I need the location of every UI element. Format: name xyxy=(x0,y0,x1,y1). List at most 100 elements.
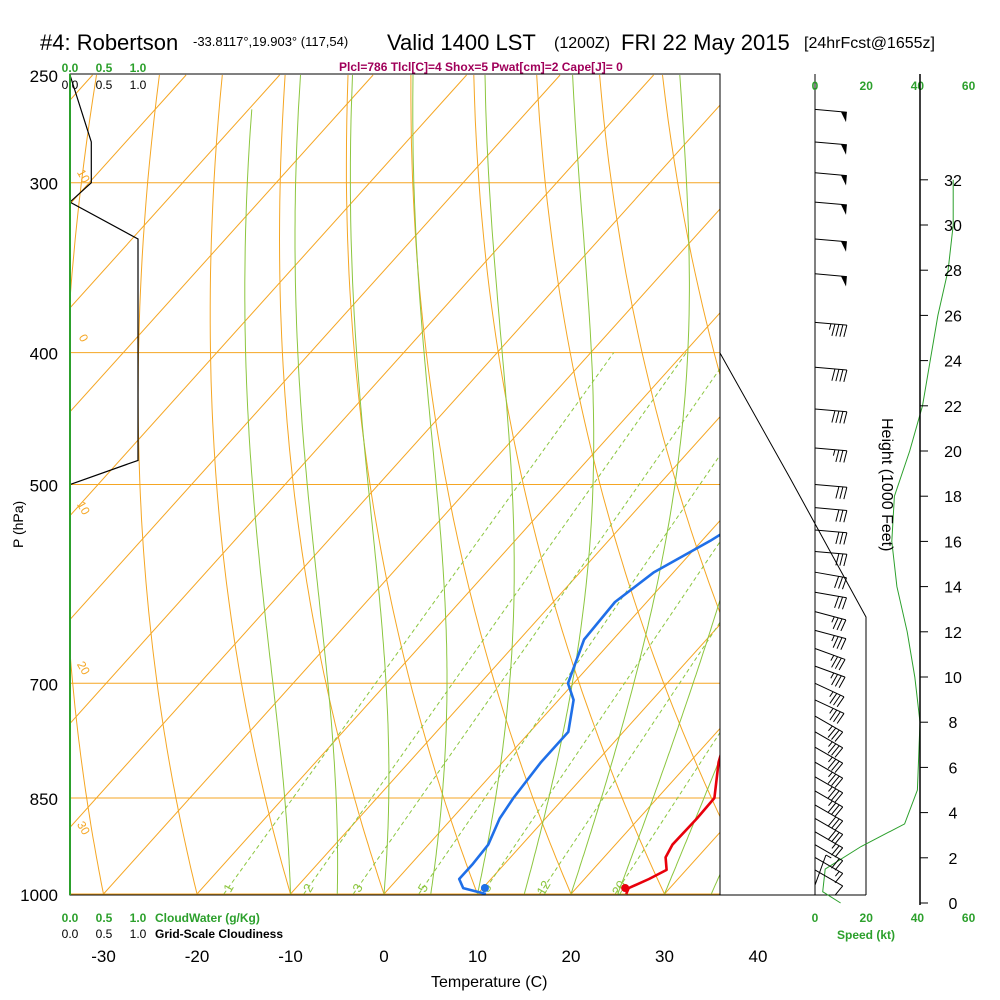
temperature-tick-label: 0 xyxy=(379,947,388,966)
height-tick-label: 12 xyxy=(944,625,962,642)
speed-tick-top: 0 xyxy=(812,79,819,93)
mixing-ratio-label: 3 xyxy=(349,881,366,895)
wind-barb-flag xyxy=(840,619,847,632)
wind-barb-flag xyxy=(835,324,840,337)
wind-barb-flag xyxy=(831,818,840,829)
wind-barb xyxy=(814,854,832,886)
speed-tick-bottom: 20 xyxy=(860,911,874,925)
wind-barb-flag xyxy=(834,860,844,871)
wind-barb-flag xyxy=(834,731,844,742)
wind-barb-halfflag xyxy=(832,449,836,456)
wind-barb-shaft xyxy=(814,746,843,764)
wind-barb-flag xyxy=(843,510,848,523)
wind-barb-flag xyxy=(836,637,843,649)
wind-barb-shaft xyxy=(814,201,847,206)
moist-adiabat xyxy=(617,598,720,895)
dry-adiabat xyxy=(137,74,198,895)
isotherm-line xyxy=(70,74,467,517)
wind-barb-shaft xyxy=(814,844,843,862)
wind-barb-halfflag xyxy=(828,725,833,732)
surface-temperature-dot xyxy=(621,884,630,892)
wind-barb-shaft xyxy=(814,854,827,886)
height-tick-label: 20 xyxy=(944,444,962,461)
wind-barb-flag xyxy=(831,656,838,668)
wind-barb-halfflag xyxy=(825,854,832,859)
station-coords: -33.8117°,19.903° (117,54) xyxy=(193,34,348,49)
temperature-tick-label: 40 xyxy=(749,947,768,966)
wind-barb-flag xyxy=(831,790,840,801)
isotherm-line xyxy=(196,312,720,895)
wind-barb xyxy=(814,550,848,567)
isotherm-line xyxy=(290,416,720,895)
moist-adiabat xyxy=(244,109,291,895)
wind-barb-shaft xyxy=(814,238,847,243)
height-tick-label: 10 xyxy=(944,670,962,687)
mixing-ratio-label: 5 xyxy=(415,881,432,895)
temperature-tick-label: -10 xyxy=(278,947,303,966)
height-tick-label: 18 xyxy=(944,489,962,506)
wind-barb-flag xyxy=(839,532,844,545)
wind-barb-flag xyxy=(835,410,840,423)
wind-barb xyxy=(814,366,848,382)
pressure-tick-label: 400 xyxy=(30,345,58,364)
wind-barb-flag xyxy=(839,486,844,499)
wind-barb-shaft xyxy=(814,591,847,599)
cloudiness-tick-bottom: 0.5 xyxy=(96,927,113,941)
dry-adiabat xyxy=(599,74,720,615)
wind-barb-flag xyxy=(834,834,844,845)
wind-barb-shaft xyxy=(814,776,843,794)
height-tick-label: 0 xyxy=(949,896,958,913)
wind-barb-flag xyxy=(831,775,840,786)
mixing-ratio-line xyxy=(418,454,720,895)
pressure-tick-label: 300 xyxy=(30,175,58,194)
wind-barb-flag xyxy=(838,676,846,688)
wind-barb-flag xyxy=(840,638,847,650)
pressure-tick-label: 500 xyxy=(30,477,58,496)
temperature-axis: -30 -20 -10 0 10 20 30 40 xyxy=(91,947,767,966)
wind-barb-pennant xyxy=(840,144,847,155)
valid-time: Valid 1400 LST xyxy=(387,30,536,55)
wind-barb-shaft xyxy=(814,507,847,511)
wind-barb-flag xyxy=(827,727,837,738)
wind-barb-flag xyxy=(843,554,848,567)
wind-barb-flag xyxy=(835,449,840,462)
wind-barb-flag xyxy=(831,760,840,771)
speed-tick-top: 40 xyxy=(911,79,925,93)
temperature-tick-label: -20 xyxy=(185,947,210,966)
wind-barb-flag xyxy=(833,694,841,706)
height-tick-label: 32 xyxy=(944,173,962,190)
wind-barb xyxy=(814,529,848,545)
wind-barb-flag xyxy=(832,617,839,630)
wind-barb-flag xyxy=(834,885,844,896)
height-tick-label: 30 xyxy=(944,218,962,235)
wind-barb xyxy=(814,818,844,845)
speed-tick-top: 20 xyxy=(860,79,874,93)
wind-barb-halfflag xyxy=(828,741,833,747)
wind-barb xyxy=(814,715,844,742)
height-axis-label: Height (1000 Feet) xyxy=(878,418,895,551)
temperature-tick-label: -30 xyxy=(91,947,116,966)
wind-barb xyxy=(814,273,847,287)
wind-barb-flag xyxy=(829,709,838,721)
wind-barb xyxy=(814,869,844,896)
wind-barb-flag xyxy=(834,596,840,609)
cloudwater-tick-top: 0.0 xyxy=(62,61,79,75)
wind-barb-flag xyxy=(827,773,837,784)
wind-barb-flag xyxy=(827,758,837,769)
dry-adiabat xyxy=(0,75,34,894)
moist-adiabat xyxy=(412,74,448,895)
wind-barb-pennant xyxy=(840,276,847,287)
isotherm-line xyxy=(103,208,720,895)
cloud-axes: 0.00.00.50.51.01.00.00.00.50.51.01.0 xyxy=(62,61,147,941)
wind-barb-flag xyxy=(835,509,840,522)
wind-barb-shaft xyxy=(814,831,843,849)
wind-barb xyxy=(814,507,848,523)
wind-barb-flag xyxy=(843,487,848,500)
wind-barb-flag xyxy=(841,577,847,590)
pressure-tick-label: 1000 xyxy=(20,886,58,905)
wind-barb-flag xyxy=(831,745,840,756)
speed-tick-bottom: 0 xyxy=(812,911,819,925)
mixing-ratio-line xyxy=(539,621,720,895)
moist-adiabat xyxy=(349,74,390,895)
